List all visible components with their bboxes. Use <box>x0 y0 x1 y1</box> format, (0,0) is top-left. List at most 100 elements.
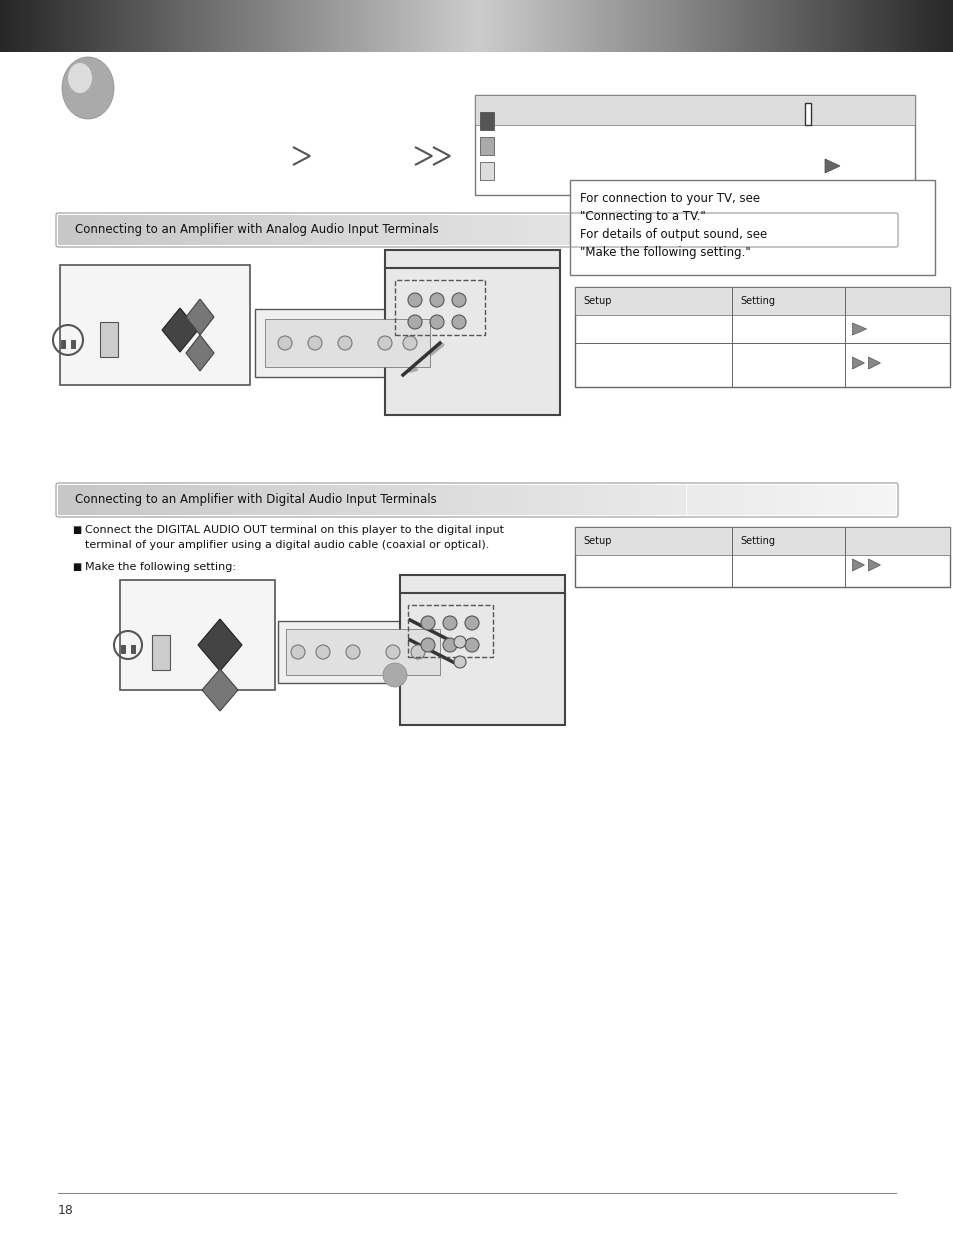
Bar <box>435 215 443 245</box>
Bar <box>611 215 618 245</box>
Bar <box>301 215 309 245</box>
Bar <box>626 0 628 52</box>
Bar <box>527 215 535 245</box>
Bar <box>689 0 691 52</box>
Bar <box>116 0 118 52</box>
Bar <box>229 0 231 52</box>
Bar <box>510 215 518 245</box>
Bar <box>873 0 875 52</box>
Bar <box>368 215 376 245</box>
Bar <box>936 0 938 52</box>
Bar <box>575 287 949 387</box>
Text: 18: 18 <box>58 1203 73 1216</box>
Polygon shape <box>867 559 880 571</box>
Bar <box>747 0 749 52</box>
Bar <box>630 0 632 52</box>
Bar <box>258 0 260 52</box>
Bar <box>86 0 88 52</box>
Bar <box>259 215 267 245</box>
Bar <box>459 485 468 515</box>
Bar <box>797 0 799 52</box>
Bar <box>485 485 494 515</box>
Bar <box>669 485 678 515</box>
Bar <box>321 0 323 52</box>
Bar <box>778 0 780 52</box>
Bar <box>613 0 615 52</box>
Bar <box>863 0 865 52</box>
Bar <box>10 0 11 52</box>
Bar <box>652 215 660 245</box>
Bar <box>17 0 19 52</box>
Bar <box>686 215 694 245</box>
Bar <box>284 215 293 245</box>
Bar <box>426 485 435 515</box>
Bar <box>825 0 827 52</box>
Bar <box>100 215 109 245</box>
Bar <box>860 0 862 52</box>
Bar <box>236 0 239 52</box>
Bar <box>774 0 776 52</box>
Bar <box>481 0 483 52</box>
Bar <box>620 0 622 52</box>
Bar <box>641 0 643 52</box>
Bar <box>905 0 907 52</box>
Bar <box>133 215 142 245</box>
Bar <box>458 0 460 52</box>
Bar <box>179 0 181 52</box>
Bar <box>543 485 552 515</box>
Bar <box>599 0 601 52</box>
Bar <box>644 485 652 515</box>
Bar <box>413 0 415 52</box>
Bar <box>285 0 287 52</box>
Bar <box>405 0 407 52</box>
Bar <box>766 0 768 52</box>
Circle shape <box>377 336 392 350</box>
Bar <box>502 0 504 52</box>
Bar <box>744 215 753 245</box>
Bar <box>470 0 472 52</box>
Polygon shape <box>202 669 237 711</box>
Bar <box>702 215 711 245</box>
Bar <box>142 485 150 515</box>
Bar <box>618 215 627 245</box>
Bar <box>350 0 352 52</box>
Bar <box>535 0 537 52</box>
Bar <box>926 0 928 52</box>
Bar <box>531 0 533 52</box>
Bar <box>669 215 678 245</box>
Bar <box>942 0 943 52</box>
Bar <box>437 0 439 52</box>
Bar <box>706 0 708 52</box>
Bar <box>577 0 578 52</box>
Bar <box>523 0 525 52</box>
Bar <box>644 215 652 245</box>
Bar <box>472 0 474 52</box>
Bar <box>394 0 395 52</box>
Bar <box>552 215 560 245</box>
Bar <box>708 0 710 52</box>
Bar <box>284 485 293 515</box>
Bar <box>371 0 373 52</box>
Bar <box>602 485 611 515</box>
Bar <box>167 215 175 245</box>
Bar <box>434 0 436 52</box>
Bar <box>185 0 187 52</box>
Bar <box>921 0 923 52</box>
Bar <box>254 309 439 377</box>
Bar <box>393 485 401 515</box>
Bar <box>286 629 439 676</box>
Bar <box>789 0 791 52</box>
Bar <box>418 0 420 52</box>
Bar <box>848 0 850 52</box>
Bar <box>390 0 392 52</box>
Bar <box>828 485 837 515</box>
Bar <box>510 485 518 515</box>
Bar <box>132 0 133 52</box>
Bar <box>32 0 34 52</box>
Bar <box>247 0 249 52</box>
Bar <box>78 0 80 52</box>
Bar <box>84 0 86 52</box>
Bar <box>546 0 548 52</box>
Bar <box>586 0 588 52</box>
Bar <box>803 485 811 515</box>
